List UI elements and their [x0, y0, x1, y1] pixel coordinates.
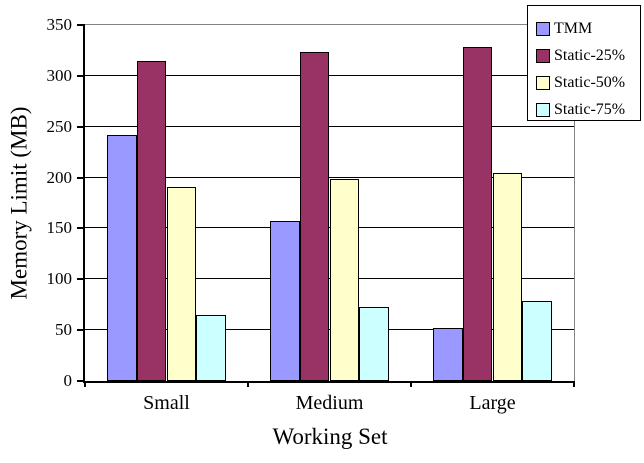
y-tick-label-350: 350: [46, 15, 73, 34]
y-tick-label-0: 0: [63, 371, 73, 390]
bar-static-75-medium: [359, 306, 389, 381]
y-tick-label-100: 100: [46, 269, 73, 289]
legend-label-static-25: Static-25%: [554, 46, 626, 64]
bar-static-75-small: [196, 314, 226, 381]
legend-swatch-static-50: [536, 75, 550, 90]
legend-swatch-static-75: [536, 102, 550, 117]
legend-item-static-75: Static-75%: [536, 96, 640, 123]
bar-static-50-large: [492, 172, 523, 381]
bar-static-75-large: [522, 300, 552, 381]
gridline-300: [85, 74, 574, 76]
legend-item-static-50: Static-50%: [536, 69, 640, 96]
bar-static-50-small: [166, 186, 197, 381]
y-tick-150: [77, 227, 85, 230]
bar-tmm-large: [433, 328, 463, 381]
y-tick-300: [77, 74, 85, 77]
y-tick-100: [77, 278, 85, 281]
legend-item-static-25: Static-25%: [536, 42, 640, 69]
bar-tmm-medium: [270, 221, 300, 381]
legend-label-tmm: TMM: [554, 19, 593, 37]
y-tick-label-200: 200: [46, 167, 73, 187]
x-tick-3: [573, 381, 575, 387]
gridline-200: [85, 176, 574, 178]
plot-area: [83, 24, 575, 383]
bar-static-50-medium: [329, 178, 360, 381]
y-tick-250: [77, 125, 85, 128]
legend-label-static-50: Static-50%: [554, 73, 626, 91]
bar-static-25-large: [462, 47, 493, 381]
y-tick-0: [77, 380, 85, 382]
legend: TMM Static-25% Static-50% Static-75%: [527, 5, 641, 121]
y-tick-350: [77, 24, 85, 26]
bar-static-25-medium: [299, 52, 330, 381]
y-tick-50: [77, 329, 85, 332]
x-category-label-large: Large: [469, 392, 516, 414]
y-tick-label-50: 50: [55, 320, 72, 340]
gridline-250: [85, 125, 574, 127]
legend-swatch-tmm: [536, 21, 550, 36]
x-category-label-medium: Medium: [295, 392, 364, 414]
x-category-label-small: Small: [143, 392, 190, 414]
x-axis-title: Working Set: [272, 424, 388, 449]
y-tick-label-150: 150: [46, 218, 73, 238]
legend-item-tmm: TMM: [536, 15, 640, 42]
legend-label-static-75: Static-75%: [554, 100, 626, 118]
bar-static-25-small: [136, 60, 167, 381]
y-tick-label-300: 300: [46, 65, 73, 85]
x-tick-2: [410, 381, 412, 387]
x-tick-0: [84, 381, 86, 387]
y-tick-200: [77, 176, 85, 179]
x-tick-1: [247, 381, 249, 387]
legend-swatch-static-25: [536, 48, 550, 63]
bar-tmm-small: [107, 134, 137, 381]
y-tick-label-250: 250: [46, 116, 73, 136]
